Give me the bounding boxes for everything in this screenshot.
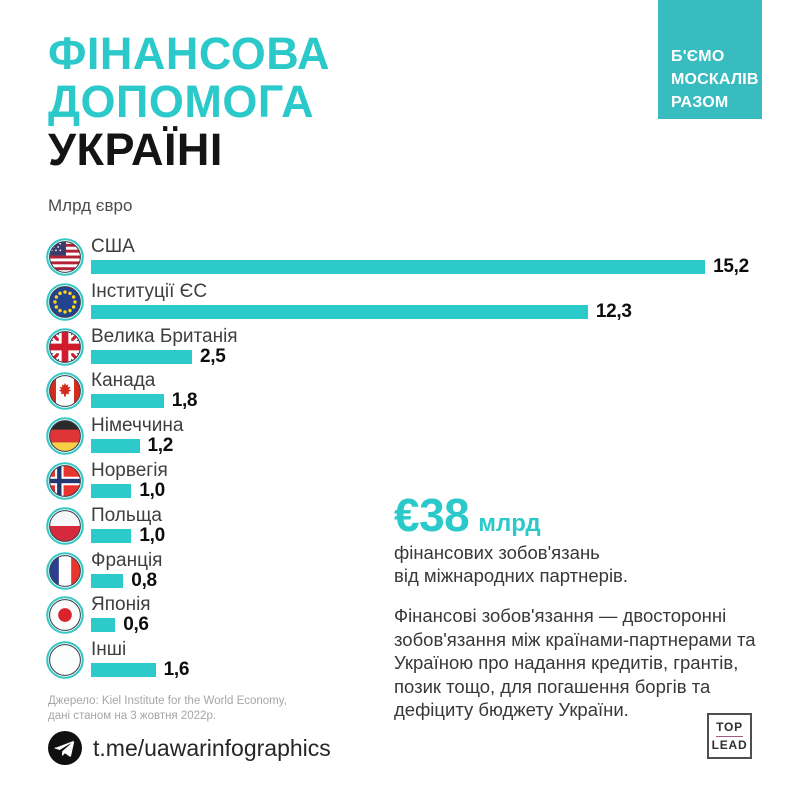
value-label: 1,0 <box>139 524 165 546</box>
value-bar <box>91 304 588 319</box>
toplead-logo: TOP LEAD <box>707 713 752 759</box>
value-label: 1,2 <box>147 435 174 457</box>
value-label: 1,8 <box>171 390 198 412</box>
logo-top-text: TOP <box>716 720 743 734</box>
highlight-subtitle: фінансових зобов'язань від міжнародних п… <box>394 541 772 587</box>
amount-value: €38 <box>394 489 470 541</box>
value-bar <box>91 573 124 588</box>
value-bar <box>91 483 132 498</box>
amount-unit: млрд <box>478 510 541 537</box>
country-label: Інституції ЄС <box>91 280 208 302</box>
chart-row: Франція 0,8 <box>46 549 764 596</box>
country-label: Інші <box>91 639 127 661</box>
value-label: 1,6 <box>163 659 190 681</box>
value-bar <box>91 618 116 633</box>
value-bar <box>91 439 140 454</box>
ca-flag-icon <box>46 372 84 411</box>
chart-row: Інші 1,6 <box>46 640 764 685</box>
no-flag-icon <box>46 462 84 500</box>
value-label: 12,3 <box>595 300 632 322</box>
telegram-link[interactable]: t.me/uawarinfographics <box>48 731 331 765</box>
source-line-2: дані станом на 3 жовтня 2022р. <box>48 709 217 722</box>
chart-row: Канада 1,8 <box>46 371 764 416</box>
value-bar <box>91 528 132 543</box>
title-line-3: УКРАЇНІ <box>48 124 223 175</box>
chart-row: США 15,2 <box>46 237 764 282</box>
eu-flag-icon <box>46 282 84 321</box>
badge-line: МОСКАЛІВ <box>671 71 759 88</box>
telegram-icon <box>48 731 82 765</box>
highlight-line-1: фінансових зобов'язань <box>394 542 600 563</box>
logo-lead-text: LEAD <box>711 738 748 752</box>
chart-row: Інституції ЄС 12,3 <box>46 280 764 327</box>
value-bar <box>91 394 164 409</box>
highlight-block: €38 млрд фінансових зобов'язань від міжн… <box>394 492 772 722</box>
country-label: Японія <box>91 594 151 616</box>
country-label: Велика Британія <box>91 325 238 347</box>
country-label: Франція <box>91 549 163 571</box>
chart-row: Велика Британія 2,5 <box>46 325 764 372</box>
value-bar <box>91 260 706 274</box>
units-label: Млрд євро <box>48 196 133 215</box>
title-line-2: ДОПОМОГА <box>48 76 315 127</box>
chart-row: Норвегія 1,0 <box>46 459 764 506</box>
country-label: США <box>91 236 135 257</box>
badge-line: РАЗОМ <box>671 94 729 111</box>
chart-row: Німеччина 1,2 <box>46 416 764 461</box>
us-flag-icon <box>46 238 84 276</box>
brand-badge: Б'ЄМО МОСКАЛІВ РАЗОМ <box>658 0 762 119</box>
badge-line: Б'ЄМО <box>671 48 725 65</box>
definition-paragraph: Фінансові зобов'язання — двосторонні зоб… <box>394 605 756 720</box>
source-line-1: Джерело: Kiel Institute for the World Ec… <box>48 695 287 707</box>
country-label: Польща <box>91 504 162 526</box>
chart-row: Японія 0,6 <box>46 595 764 640</box>
gb-flag-icon <box>46 327 84 366</box>
highlight-line-2: від міжнародних партнерів. <box>394 565 629 586</box>
highlight-amount-line: €38 млрд <box>394 492 772 538</box>
country-label: Норвегія <box>91 459 168 481</box>
other-flag-icon <box>46 641 84 679</box>
title-line-1: ФІНАНСОВА <box>48 28 331 79</box>
value-label: 0,8 <box>131 569 157 591</box>
chart-row: Польща 1,0 <box>46 504 764 551</box>
value-label: 2,5 <box>200 345 226 367</box>
country-label: Німеччина <box>91 415 184 437</box>
page-title: ФІНАНСОВА ДОПОМОГА УКРАЇНІ <box>48 30 330 174</box>
source-note: Джерело: Kiel Institute for the World Ec… <box>48 694 287 723</box>
value-bar <box>91 349 192 364</box>
value-bar <box>91 663 156 678</box>
value-label: 0,6 <box>123 614 149 636</box>
value-label: 15,2 <box>713 256 749 277</box>
value-label: 1,0 <box>139 479 165 501</box>
telegram-handle: t.me/uawarinfographics <box>93 734 331 761</box>
pl-flag-icon <box>46 506 84 545</box>
fr-flag-icon <box>46 551 84 590</box>
country-label: Канада <box>91 370 156 392</box>
logo-divider <box>716 735 743 737</box>
jp-flag-icon <box>46 596 84 635</box>
de-flag-icon <box>46 417 84 455</box>
bar-chart: США 15,2 Інституції ЄС 12,3 Велика Британія 2… <box>46 237 764 685</box>
